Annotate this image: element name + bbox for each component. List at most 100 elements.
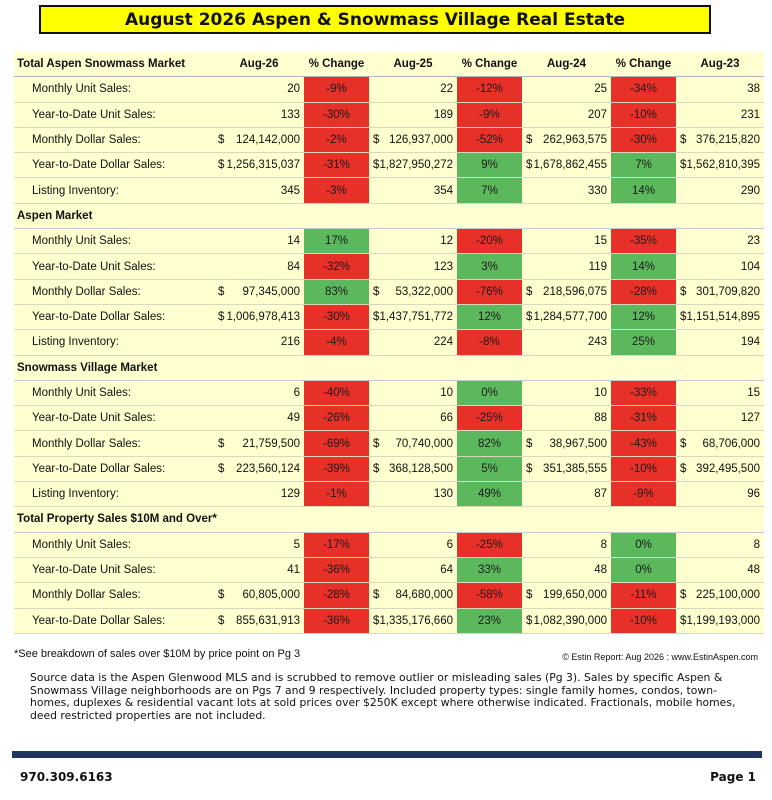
value-cell: 38	[676, 76, 764, 103]
percent-change-cell: -25%	[457, 532, 522, 558]
dollar-value: 225,100,000	[696, 589, 760, 602]
value-cell: 194	[676, 329, 764, 356]
value-cell: 22	[369, 76, 457, 103]
row-label: Monthly Unit Sales:	[14, 380, 214, 407]
currency-symbol: $	[680, 437, 687, 450]
row-label: Monthly Dollar Sales:	[14, 127, 214, 154]
percent-change-cell: 25%	[611, 329, 676, 356]
dollar-value-cell: $1,335,176,660	[369, 608, 457, 634]
value-cell: 243	[522, 329, 611, 356]
dollar-value-cell: $351,385,555	[522, 456, 611, 483]
value-cell: 66	[369, 405, 457, 432]
percent-change-cell: -40%	[304, 380, 369, 407]
value-cell: 6	[214, 380, 304, 407]
column-header: % Change	[457, 52, 522, 78]
dollar-value: 351,385,555	[543, 462, 607, 475]
currency-symbol: $	[218, 589, 225, 602]
row-label: Monthly Unit Sales:	[14, 532, 214, 558]
value-cell: 41	[214, 557, 304, 584]
value-cell: 8	[676, 532, 764, 558]
dollar-value-cell: $97,345,000	[214, 279, 304, 305]
percent-change-cell: 17%	[304, 228, 369, 255]
percent-change-cell: -30%	[611, 127, 676, 154]
dollar-value-cell: $1,256,315,037	[214, 152, 304, 179]
table-row: Year-to-Date Unit Sales: 133 -30% 189 -9% 207…	[14, 102, 764, 128]
dollar-value: 126,937,000	[389, 134, 453, 147]
percent-change-cell: -28%	[304, 582, 369, 609]
table-row: Monthly Dollar Sales: $60,805,000 -28% $84,…	[14, 582, 764, 609]
dollar-value-cell: $84,680,000	[369, 582, 457, 609]
currency-symbol: $	[680, 134, 687, 147]
currency-symbol: $	[680, 285, 687, 298]
row-label: Monthly Unit Sales:	[14, 76, 214, 103]
source-paragraph: Source data is the Aspen Glenwood MLS an…	[30, 671, 736, 722]
value-cell: 207	[522, 102, 611, 128]
dollar-value: 1,437,751,772	[379, 311, 453, 324]
percent-change-cell: -28%	[611, 279, 676, 305]
currency-symbol: $	[218, 285, 225, 298]
value-cell: 119	[522, 253, 611, 280]
row-label: Year-to-Date Dollar Sales:	[14, 304, 214, 331]
value-cell: 12	[369, 228, 457, 255]
column-header: % Change	[304, 52, 369, 78]
percent-change-cell: -2%	[304, 127, 369, 154]
table-row: Year-to-Date Dollar Sales: $1,006,978,413…	[14, 304, 764, 331]
value-cell: 84	[214, 253, 304, 280]
currency-symbol: $	[218, 311, 225, 324]
dollar-value-cell: $301,709,820	[676, 279, 764, 305]
dollar-value: 21,759,500	[242, 437, 300, 450]
dollar-value: 376,215,820	[696, 134, 760, 147]
dollar-value-cell: $68,706,000	[676, 430, 764, 457]
currency-symbol: $	[218, 437, 225, 450]
percent-change-cell: -17%	[304, 532, 369, 558]
row-label: Monthly Dollar Sales:	[14, 279, 214, 305]
value-cell: 345	[214, 177, 304, 204]
percent-change-cell: -76%	[457, 279, 522, 305]
dollar-value: 38,967,500	[549, 437, 607, 450]
percent-change-cell: -36%	[304, 608, 369, 634]
percent-change-cell: 12%	[457, 304, 522, 331]
dollar-value-cell: $53,322,000	[369, 279, 457, 305]
percent-change-cell: 7%	[611, 152, 676, 179]
dollar-value-cell: $124,142,000	[214, 127, 304, 154]
dollar-value-cell: $1,284,577,700	[522, 304, 611, 331]
currency-symbol: $	[218, 614, 225, 627]
dollar-value-cell: $1,437,751,772	[369, 304, 457, 331]
value-cell: 6	[369, 532, 457, 558]
percent-change-cell: 5%	[457, 456, 522, 483]
dollar-value-cell: $21,759,500	[214, 430, 304, 457]
percent-change-cell: 82%	[457, 430, 522, 457]
dollar-value: 1,151,514,895	[686, 311, 760, 324]
percent-change-cell: -10%	[611, 456, 676, 483]
dollar-value: 218,596,075	[543, 285, 607, 298]
column-header: % Change	[611, 52, 676, 78]
percent-change-cell: 0%	[611, 557, 676, 584]
value-cell: 23	[676, 228, 764, 255]
percent-change-cell: -11%	[611, 582, 676, 609]
percent-change-cell: -25%	[457, 405, 522, 432]
percent-change-cell: 7%	[457, 177, 522, 204]
percent-change-cell: -9%	[611, 481, 676, 508]
dollar-value: 1,006,978,413	[226, 311, 300, 324]
dollar-value: 1,256,315,037	[226, 159, 300, 172]
row-label: Year-to-Date Unit Sales:	[14, 102, 214, 128]
percent-change-cell: 14%	[611, 177, 676, 204]
currency-symbol: $	[526, 589, 533, 602]
dollar-value: 368,128,500	[389, 462, 453, 475]
percent-change-cell: -39%	[304, 456, 369, 483]
dollar-value-cell: $60,805,000	[214, 582, 304, 609]
dollar-value: 1,199,193,000	[686, 614, 760, 627]
row-label: Year-to-Date Unit Sales:	[14, 253, 214, 280]
section-row: Total Property Sales $10M and Over*	[14, 506, 764, 533]
currency-symbol: $	[218, 462, 225, 475]
dollar-value: 301,709,820	[696, 285, 760, 298]
percent-change-cell: 12%	[611, 304, 676, 331]
dollar-value-cell: $199,650,000	[522, 582, 611, 609]
dollar-value: 97,345,000	[242, 285, 300, 298]
dollar-value-cell: $1,199,193,000	[676, 608, 764, 634]
dollar-value: 84,680,000	[395, 589, 453, 602]
percent-change-cell: -69%	[304, 430, 369, 457]
dollar-value-cell: $1,006,978,413	[214, 304, 304, 331]
section-title: Total Aspen Snowmass Market	[14, 52, 214, 78]
row-label: Year-to-Date Dollar Sales:	[14, 152, 214, 179]
